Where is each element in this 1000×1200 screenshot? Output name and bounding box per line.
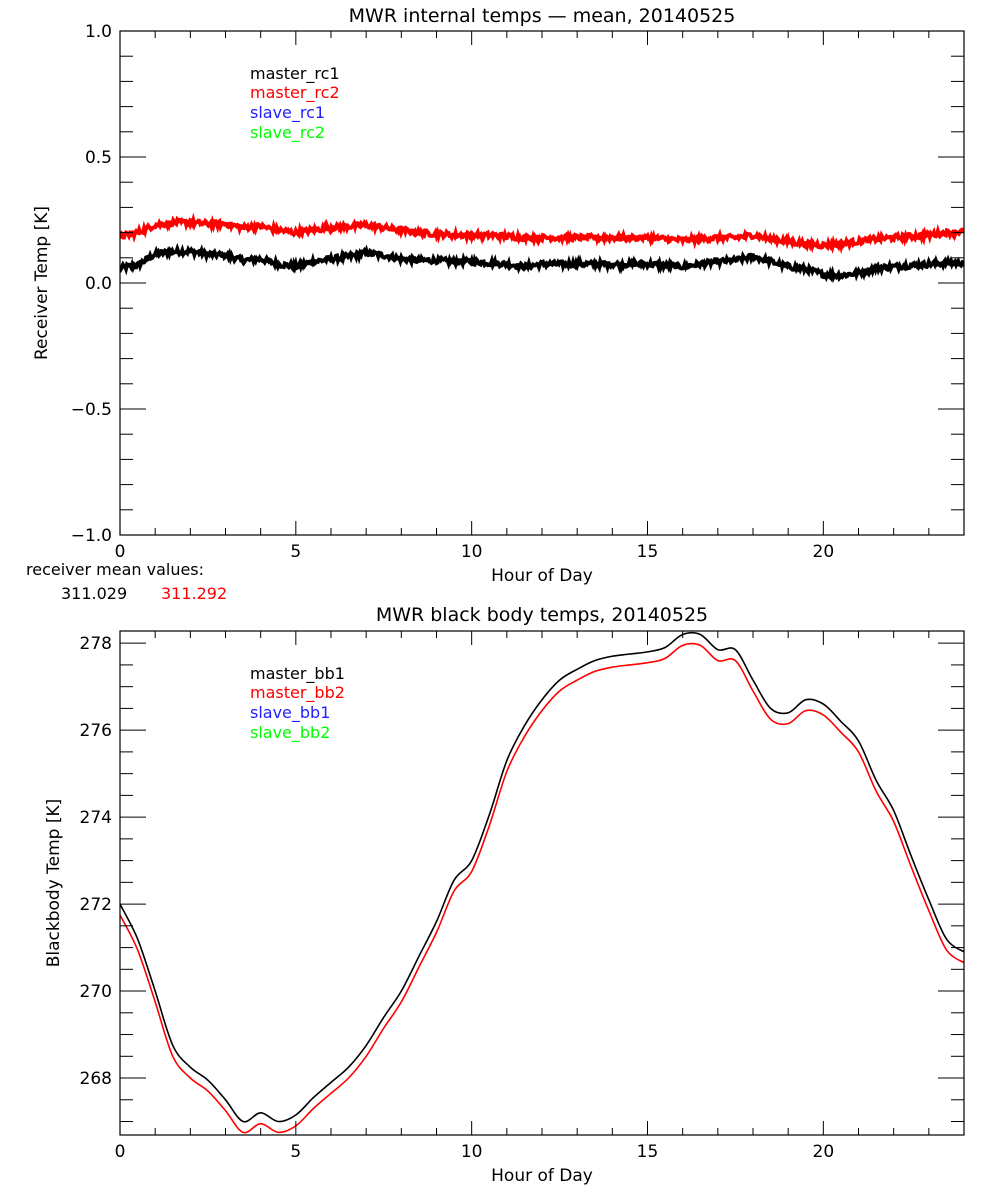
legend-item: slave_bb1	[250, 703, 330, 723]
x-axis-title: Hour of Day	[491, 566, 593, 586]
chart-title: MWR black body temps, 20140525	[376, 604, 708, 626]
plot-frame	[119, 630, 965, 1136]
y-tick-label: 1.0	[85, 22, 112, 42]
y-tick-label: 268	[80, 1069, 112, 1089]
legend-item: master_rc1	[250, 64, 340, 84]
receiver-temp-chart: MWR internal temps — mean, 20140525 0 5 10…	[26, 5, 965, 603]
legend-item: slave_bb2	[250, 723, 330, 743]
series-group	[120, 212, 964, 284]
series-line-master_rc2	[120, 212, 964, 255]
legend-item: master_bb1	[250, 664, 345, 684]
series-line-master_bb1	[120, 631, 964, 1123]
blackbody-temp-chart: MWR black body temps, 20140525 0 5 10 15 20 …	[44, 604, 965, 1186]
plot-frame	[119, 30, 965, 536]
x-tick-label: 10	[461, 542, 483, 562]
legend: master_bb1 master_bb2 slave_bb1 slave_bb…	[250, 664, 345, 743]
legend-item: slave_rc2	[250, 123, 325, 143]
x-tick-label: 5	[290, 1142, 301, 1162]
x-tick-label: 0	[115, 1142, 126, 1162]
series-line-master_rc1	[120, 242, 964, 284]
legend: master_rc1 master_rc2 slave_rc1 slave_rc…	[250, 64, 340, 143]
legend-item: slave_rc1	[250, 103, 325, 123]
legend-item: master_rc2	[250, 83, 340, 103]
receiver-mean-value-rc2: 311.292	[161, 584, 227, 603]
receiver-mean-annotation: receiver mean values: 311.029 311.292	[26, 560, 227, 603]
y-tick-label: 0.0	[85, 274, 112, 294]
x-axis-title: Hour of Day	[491, 1166, 593, 1186]
y-tick-label: −1.0	[71, 526, 112, 546]
y-axis-ticks: 268 270 272 274 276 278	[80, 634, 964, 1123]
y-axis-title: Receiver Temp [K]	[32, 206, 52, 360]
receiver-mean-value-rc1: 311.029	[61, 584, 127, 603]
x-tick-label: 10	[461, 1142, 483, 1162]
x-tick-label: 15	[637, 542, 659, 562]
x-tick-label: 20	[813, 542, 835, 562]
y-axis-ticks: −1.0 −0.5 0.0 0.5 1.0	[71, 22, 964, 546]
y-tick-label: 276	[80, 721, 112, 741]
x-tick-label: 20	[813, 1142, 835, 1162]
y-tick-label: 278	[80, 634, 112, 654]
y-tick-label: 272	[80, 895, 112, 915]
series-group	[120, 631, 964, 1134]
chart-title: MWR internal temps — mean, 20140525	[349, 5, 736, 27]
y-tick-label: 0.5	[85, 148, 112, 168]
x-tick-label: 0	[115, 542, 126, 562]
x-axis-ticks: 0 5 10 15 20	[115, 31, 965, 562]
y-tick-label: −0.5	[71, 400, 112, 420]
x-axis-ticks: 0 5 10 15 20	[115, 631, 965, 1162]
x-tick-label: 15	[637, 1142, 659, 1162]
legend-item: master_bb2	[250, 683, 345, 703]
y-tick-label: 270	[80, 982, 112, 1002]
series-line-master_bb2	[120, 642, 964, 1134]
x-tick-label: 5	[290, 542, 301, 562]
receiver-mean-label: receiver mean values:	[26, 560, 204, 579]
y-tick-label: 274	[80, 808, 112, 828]
y-axis-title: Blackbody Temp [K]	[44, 799, 64, 968]
